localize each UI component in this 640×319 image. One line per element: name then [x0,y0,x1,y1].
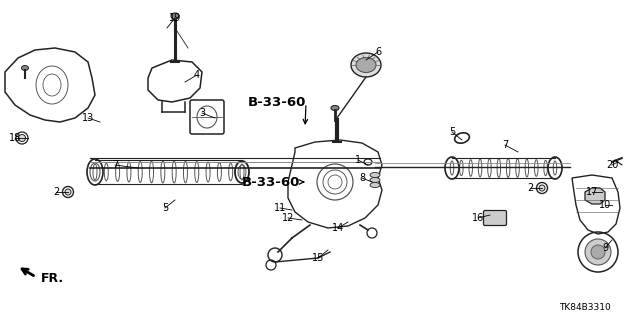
Polygon shape [585,188,605,204]
Ellipse shape [171,13,179,19]
Text: 7: 7 [502,140,508,150]
Circle shape [591,245,605,259]
Text: B-33-60: B-33-60 [242,175,300,189]
Text: 18: 18 [9,133,21,143]
Text: FR.: FR. [41,272,64,286]
Text: 16: 16 [472,213,484,223]
Ellipse shape [65,189,71,195]
Ellipse shape [539,185,545,191]
Text: 9: 9 [602,243,608,253]
Text: 13: 13 [82,113,94,123]
Text: 12: 12 [282,213,294,223]
Text: TK84B3310: TK84B3310 [559,302,611,311]
Text: 14: 14 [332,223,344,233]
Text: 4: 4 [194,70,200,80]
Text: 2: 2 [53,187,59,197]
FancyBboxPatch shape [483,211,506,226]
Text: 7: 7 [112,160,118,170]
Ellipse shape [351,53,381,77]
Text: 2: 2 [527,183,533,193]
Ellipse shape [22,65,29,70]
Text: 1: 1 [355,155,361,165]
Ellipse shape [370,177,380,182]
Text: 5: 5 [449,127,455,137]
Text: 10: 10 [599,200,611,210]
Text: 11: 11 [274,203,286,213]
Ellipse shape [370,173,380,177]
Text: 5: 5 [162,203,168,213]
Text: 19: 19 [169,13,181,23]
Text: 6: 6 [375,47,381,57]
Ellipse shape [19,135,26,142]
Text: 3: 3 [199,108,205,118]
Ellipse shape [370,182,380,188]
Ellipse shape [356,57,376,72]
Text: 15: 15 [312,253,324,263]
Text: 8: 8 [359,173,365,183]
Text: B-33-60: B-33-60 [248,97,307,109]
Ellipse shape [331,106,339,110]
Text: 17: 17 [586,187,598,197]
Circle shape [585,239,611,265]
Text: 20: 20 [606,160,618,170]
